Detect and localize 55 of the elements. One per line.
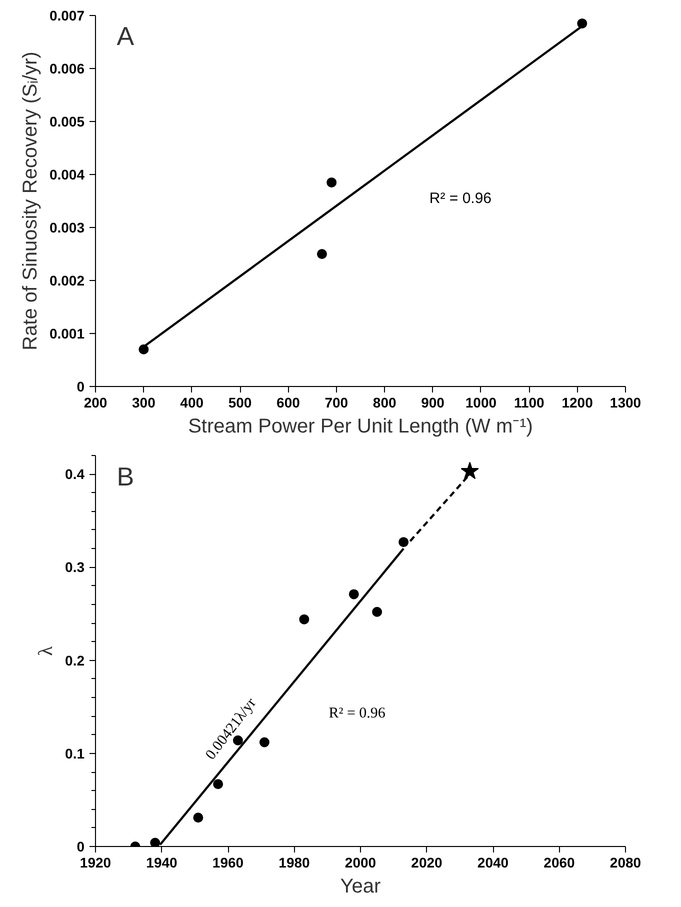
x-tick-label: 1960: [212, 854, 244, 870]
x-tick-label: 1000: [465, 394, 497, 410]
y-tick-label: 0.2: [65, 652, 85, 668]
y-axis-title: Rate of Sinuosity Recovery (Sᵢ/yr): [19, 52, 42, 350]
x-tick-label: 2080: [610, 854, 642, 870]
x-tick-label: 600: [276, 394, 300, 410]
x-tick-label: 700: [324, 394, 348, 410]
y-tick-label: 0.001: [49, 326, 85, 342]
x-tick-label: 2040: [477, 854, 509, 870]
y-tick-label: 0.1: [65, 745, 85, 762]
x-tick-label: 400: [180, 394, 204, 410]
point: [213, 779, 224, 790]
annotation: B: [116, 461, 134, 492]
x-tick-label: 300: [132, 394, 156, 410]
x-tick-label: 800: [372, 394, 396, 410]
annotation: R² = 0.96: [429, 190, 492, 207]
point: [138, 344, 149, 354]
x-tick-label: 2020: [411, 854, 443, 870]
point: [299, 614, 310, 624]
y-tick-label: 0.4: [65, 466, 85, 482]
point: [259, 737, 270, 748]
y-tick-label: 0.002: [49, 272, 85, 288]
y-tick-label: 0.005: [49, 114, 85, 130]
x-axis-title: Stream Power Per Unit Length (W m⁻¹): [188, 416, 533, 438]
y-tick-label: 0.3: [65, 559, 85, 576]
y-tick-label: 0.003: [49, 220, 85, 236]
point: [577, 18, 588, 28]
y-tick-label: 0.006: [49, 60, 85, 76]
y-axis-title: λ: [35, 646, 58, 656]
point: [193, 812, 204, 823]
x-tick-label: 900: [421, 394, 445, 410]
x-tick-label: 1300: [610, 394, 642, 410]
point: [316, 249, 327, 259]
x-tick-label: 1100: [514, 394, 545, 410]
x-tick-label: 1200: [562, 394, 594, 410]
y-tick-label: 0: [76, 838, 85, 854]
y-tick-label: 0.004: [49, 166, 85, 182]
x-tick-label: 2060: [544, 854, 576, 870]
x-tick-label: 2000: [344, 854, 376, 870]
point: [326, 177, 337, 188]
x-axis-title: Year: [340, 876, 382, 898]
y-tick-label: 0.007: [49, 8, 85, 24]
point: [460, 462, 479, 480]
x-tick-label: 500: [228, 394, 252, 410]
point: [372, 606, 382, 617]
x-tick-label: 1940: [146, 854, 178, 870]
point: [348, 589, 359, 600]
point: [150, 838, 160, 846]
annotation: A: [116, 21, 135, 52]
y-tick-label: 0: [76, 378, 85, 394]
point: [398, 537, 409, 548]
annotation: R² = 0.96: [328, 706, 386, 722]
x-tick-label: 1980: [278, 854, 310, 870]
x-tick-label: 200: [84, 394, 108, 410]
x-tick-label: 1920: [80, 854, 112, 870]
